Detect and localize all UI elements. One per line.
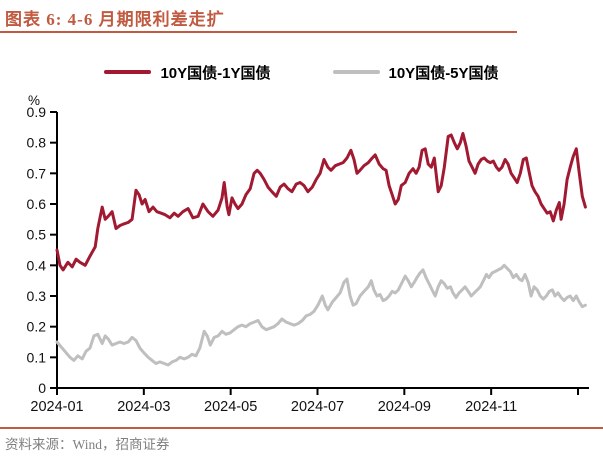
y-tick-label: 0.7 [27, 165, 47, 181]
y-tick-label: 0.4 [27, 257, 47, 273]
x-tick-label: 2024-09 [378, 399, 431, 415]
footer-rule [0, 427, 603, 429]
page-title: 图表 6: 4-6 月期限利差走扩 [5, 10, 225, 29]
axis-lines [56, 112, 589, 389]
y-tick-label: 0.2 [27, 319, 47, 335]
x-tick-label: 2024-03 [117, 399, 170, 415]
legend-item-10y-1y: 10Y国债-1Y国债 [104, 62, 271, 83]
legend-label-10y-5y: 10Y国债-5Y国债 [388, 64, 499, 82]
y-tick-label: 0.9 [27, 104, 47, 120]
y-tick-label: 0.3 [27, 288, 47, 304]
x-tick-label: 2024-07 [291, 399, 344, 415]
legend-swatch-gray-line [332, 70, 380, 74]
y-tick-label: 0.5 [27, 227, 47, 243]
legend-item-10y-5y: 10Y国债-5Y国债 [332, 62, 499, 83]
data-series-lines [55, 132, 587, 367]
legend: 10Y国债-1Y国债 10Y国债-5Y国债 [0, 60, 603, 84]
x-tick-label: 2024-11 [465, 399, 517, 415]
axes: 0 0.1 0.2 0.3 0.4 0.5 0.6 0.7 0.8 0.9 2024-01 2024-… [27, 104, 589, 415]
x-tick-label: 2024-01 [30, 399, 83, 415]
y-tick-label: 0.1 [27, 349, 47, 365]
y-axis-unit-label: % [28, 93, 40, 108]
y-tick-label: 0 [38, 380, 46, 396]
series-line-10Y国债-1Y国债 [55, 132, 587, 272]
source-note: 资料来源：Wind，招商证券 [5, 437, 170, 452]
x-tick-label: 2024-05 [204, 399, 257, 415]
legend-swatch-red-line [104, 70, 152, 74]
legend-label-10y-1y: 10Y国债-1Y国债 [160, 64, 271, 82]
y-tick-label: 0.6 [27, 196, 47, 212]
series-line-10Y国债-5Y国债 [55, 263, 587, 367]
y-tick-label: 0.8 [27, 135, 47, 151]
title-underline [0, 31, 517, 33]
